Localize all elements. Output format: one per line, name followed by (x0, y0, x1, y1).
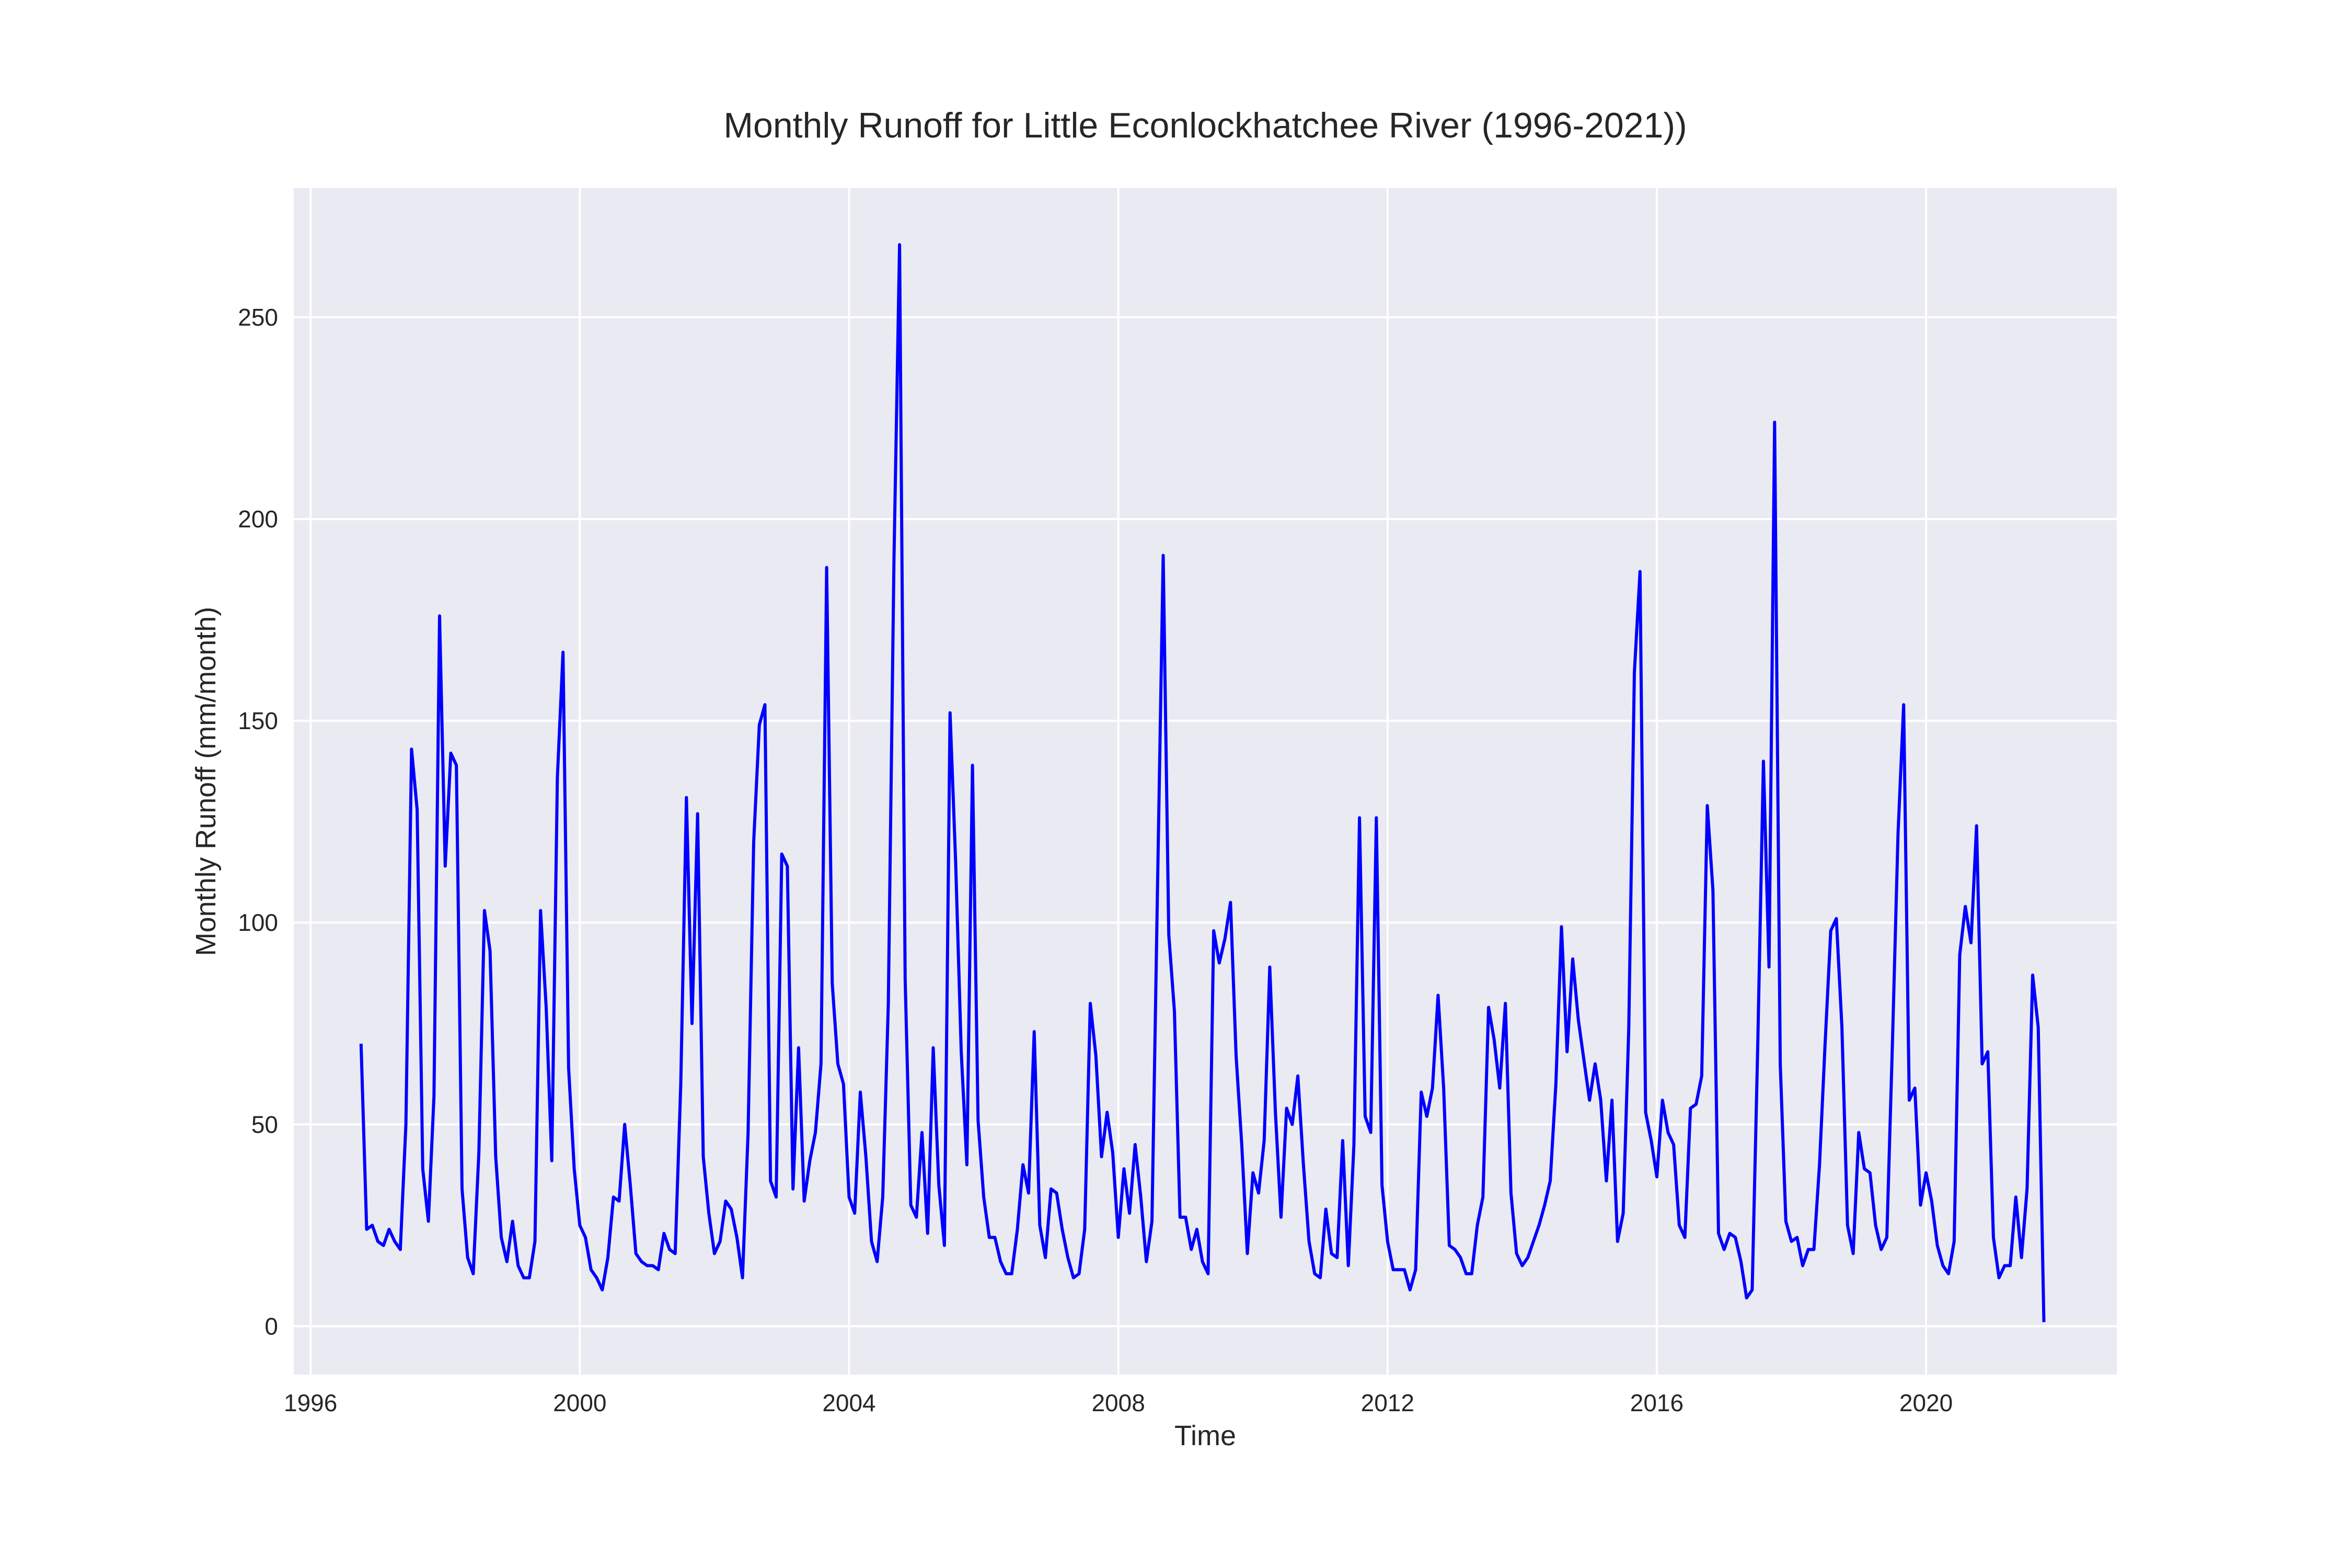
x-tick-label: 2004 (822, 1389, 875, 1416)
x-tick-label: 2008 (1091, 1389, 1145, 1416)
x-tick-labels: 1996 2000 2004 2008 2012 2016 2020 (284, 1389, 1953, 1416)
y-gridlines (294, 316, 2117, 1328)
y-tick-label: 50 (251, 1111, 278, 1138)
y-tick-label: 150 (238, 707, 278, 734)
plot-area (294, 188, 2117, 1375)
y-tick-label: 100 (238, 909, 278, 936)
x-axis-label: Time (1174, 1420, 1236, 1451)
y-tick-label: 250 (238, 304, 278, 331)
x-tick-label: 2012 (1361, 1389, 1414, 1416)
y-tick-label: 200 (238, 505, 278, 533)
runoff-series-line (359, 243, 2046, 1322)
x-tick-label: 2000 (553, 1389, 606, 1416)
x-tick-label: 2016 (1630, 1389, 1684, 1416)
y-axis-label: Monthly Runoff (mm/month) (190, 607, 222, 956)
y-tick-labels: 0 50 100 150 200 250 (238, 304, 278, 1340)
y-tick-label: 0 (264, 1312, 278, 1340)
x-tick-label: 2020 (1899, 1389, 1953, 1416)
x-tick-label: 1996 (284, 1389, 337, 1416)
chart-title: Monthly Runoff for Little Econlockhatche… (723, 106, 1687, 145)
